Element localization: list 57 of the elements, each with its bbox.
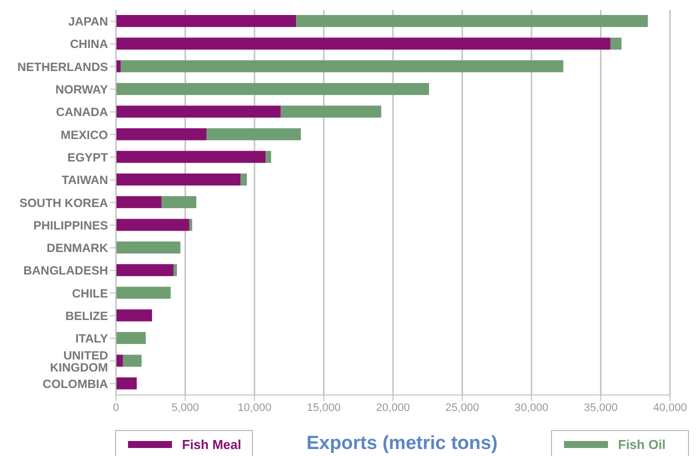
bar — [240, 174, 247, 186]
bar — [116, 377, 137, 390]
bar — [173, 264, 177, 276]
bar — [116, 286, 171, 299]
y-tick-label: NORWAY — [55, 82, 108, 97]
y-tick-label: MEXICO — [60, 128, 108, 142]
bar — [189, 218, 192, 231]
bar — [116, 60, 121, 72]
bar — [122, 354, 142, 367]
y-tick-label: BELIZE — [65, 308, 108, 323]
bar — [116, 15, 296, 27]
x-tick-label: 20,000 — [376, 402, 410, 414]
x-tick-label: 10,000 — [238, 402, 272, 414]
bar — [116, 264, 174, 276]
x-tick-label: 35,000 — [584, 402, 618, 414]
y-tick-label: COLOMBIA — [42, 376, 108, 391]
legend-label: Fish Meal — [182, 436, 242, 452]
x-tick-label: 15,000 — [306, 402, 341, 414]
x-axis-title: Exports (metric tons) — [306, 433, 498, 455]
y-tick-label: TAIWAN — [62, 173, 108, 188]
bar — [116, 38, 610, 50]
bar — [266, 150, 272, 163]
y-tick-label: CHILE — [72, 286, 108, 300]
bar — [116, 196, 162, 208]
bar — [206, 128, 301, 140]
bar — [296, 15, 648, 27]
bar — [162, 196, 196, 208]
y-tick-label: DENMARK — [46, 241, 108, 256]
y-tick-label: CHINA — [70, 37, 108, 52]
x-tick-label: 0 — [112, 402, 120, 414]
y-tick-label: BANGLADESH — [23, 264, 108, 278]
x-tick-label: 5,000 — [171, 402, 200, 414]
bar — [280, 106, 382, 118]
y-tick-label: SOUTH KOREA — [19, 196, 108, 210]
bar — [116, 241, 180, 254]
bar — [116, 106, 281, 118]
bar — [120, 60, 564, 72]
bar — [116, 128, 207, 140]
x-tick-label: 40,000 — [653, 402, 687, 414]
bar — [116, 309, 152, 322]
y-tick-label: ITALY — [75, 332, 108, 346]
bar — [610, 38, 622, 50]
bar — [116, 174, 241, 186]
y-tick-label: NETHERLANDS — [17, 60, 108, 74]
bar — [116, 150, 266, 163]
bar — [116, 354, 123, 367]
bar — [116, 332, 146, 344]
y-tick-label: JAPAN — [68, 14, 108, 29]
bar — [116, 82, 430, 95]
y-tick-label: UNITED KINGDOM — [50, 348, 108, 374]
y-tick-label: CANADA — [56, 105, 108, 120]
bar — [116, 218, 190, 231]
legend-label: Fish Oil — [618, 436, 666, 452]
y-tick-label: EGYPT — [67, 150, 109, 164]
x-tick-label: 25,000 — [445, 402, 480, 414]
x-tick-label: 30,000 — [514, 402, 548, 414]
y-tick-label: PHILIPPINES — [33, 218, 108, 232]
